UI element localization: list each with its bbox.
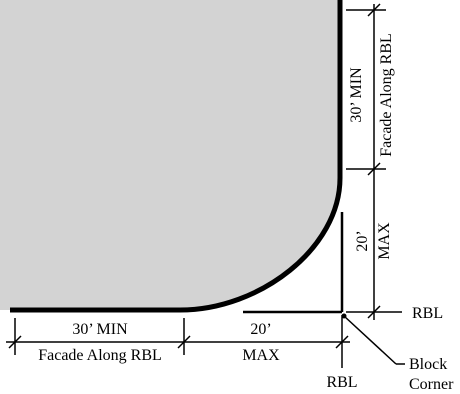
rbl-label-bottom: RBL xyxy=(326,374,357,391)
bottom-max-value-label: 20’ xyxy=(250,321,271,338)
block-corner-leader xyxy=(342,314,406,365)
right-max-label: MAX xyxy=(376,222,393,260)
right-max-value-label: 20’ xyxy=(354,230,371,251)
bottom-max-label: MAX xyxy=(242,347,280,364)
block-area xyxy=(0,0,340,310)
right-facade-label: Facade Along RBL xyxy=(378,33,395,157)
bottom-facade-label: Facade Along RBL xyxy=(38,347,162,364)
block-corner-label-line2: Corner xyxy=(409,376,454,393)
rbl-label-right: RBL xyxy=(412,305,443,322)
bottom-min-label: 30’ MIN xyxy=(72,321,128,338)
right-min-label: 30’ MIN xyxy=(348,67,365,123)
block-corner-label-line1: Block xyxy=(409,356,447,373)
